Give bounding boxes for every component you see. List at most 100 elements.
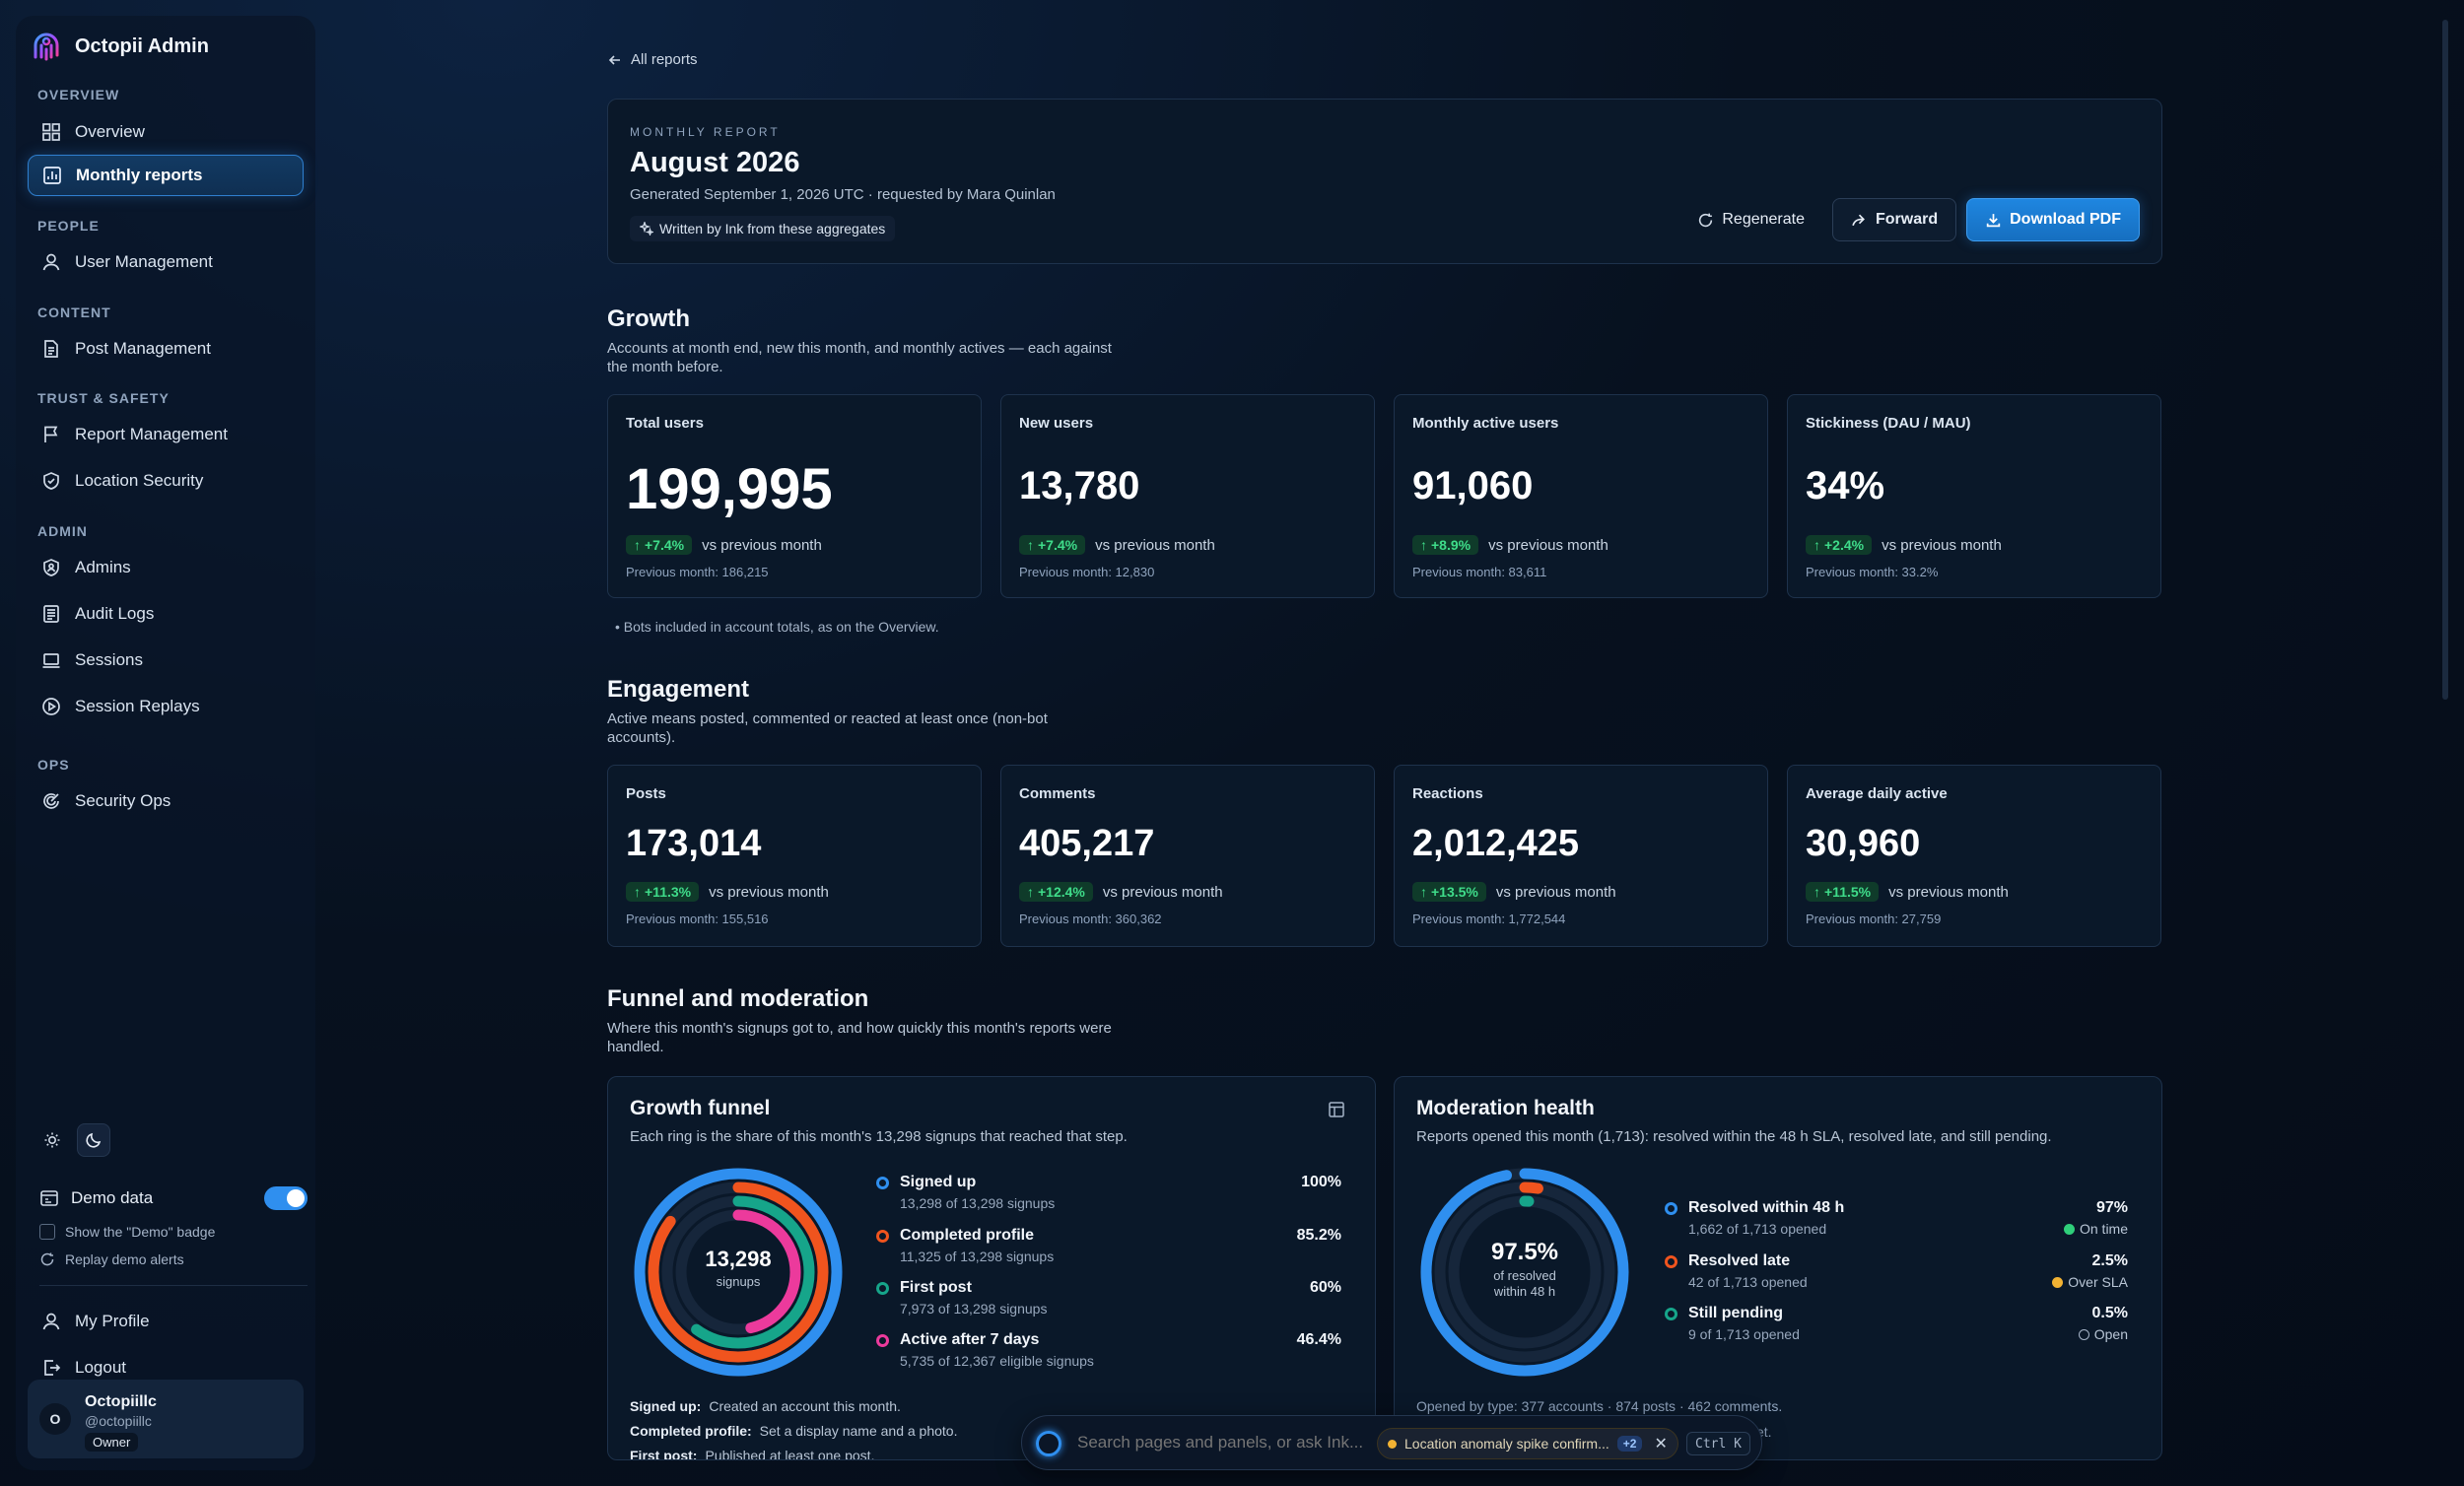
kpi-label: Reactions (1412, 785, 1483, 802)
legend-sub: 1,662 of 1,713 opened (1688, 1221, 1827, 1237)
sidebar-item-overview[interactable]: Overview (28, 111, 304, 153)
kpi-card-posts: Posts 173,014 ↑ +11.3% vs previous month … (607, 765, 982, 947)
radar-icon (43, 793, 59, 809)
replay-demo-alerts-option[interactable]: Replay demo alerts (39, 1251, 184, 1267)
delta-comparison: vs previous month (1495, 883, 1616, 901)
funnel-ring-0 (634, 1168, 843, 1377)
shield-icon (43, 472, 59, 490)
kpi-delta-row: ↑ +2.4% vs previous month (1806, 535, 2002, 555)
moderation-row-resolved-late: Resolved late 42 of 1,713 opened 2.5% Ov… (1665, 1252, 2128, 1296)
sidebar-item-session-replays[interactable]: Session Replays (28, 686, 304, 727)
delta-badge: ↑ +13.5% (1412, 882, 1486, 902)
report-eyebrow: MONTHLY REPORT (630, 125, 781, 139)
legend-name: Still pending (1688, 1305, 1783, 1321)
user-name: Octopiillc (85, 1393, 157, 1410)
download-pdf-button[interactable]: Download PDF (1966, 198, 2140, 241)
arrow-up-icon: ↑ (1027, 884, 1034, 900)
legend-dot (1665, 1308, 1677, 1320)
status-label: Open (2093, 1326, 2128, 1342)
sidebar-item-label: Security Ops (75, 791, 171, 810)
sidebar-item-my-profile[interactable]: My Profile (28, 1301, 304, 1342)
moon-icon (86, 1132, 102, 1148)
kpi-label: Posts (626, 785, 666, 802)
kpi-card-monthly-active-users: Monthly active users 91,060 ↑ +8.9% vs pr… (1394, 394, 1768, 598)
kpi-value: 91,060 (1412, 464, 1534, 507)
sidebar-item-security-ops[interactable]: Security Ops (28, 780, 304, 822)
sidebar-item-logout[interactable]: Logout (28, 1347, 304, 1388)
kpi-previous: Previous month: 360,362 (1019, 912, 1162, 926)
replay-demo-alerts-label: Replay demo alerts (65, 1251, 184, 1267)
sidebar-item-sessions[interactable]: Sessions (28, 640, 304, 681)
demo-data-icon (40, 1190, 58, 1206)
delta-value: +12.4% (1038, 884, 1085, 900)
section-label-admin: ADMIN (37, 523, 88, 539)
delta-comparison: vs previous month (709, 883, 829, 901)
avatar: O (39, 1403, 71, 1435)
legend-sub: 42 of 1,713 opened (1688, 1274, 1808, 1290)
legend-pct: 60% (1309, 1279, 1341, 1296)
sidebar-item-post-management[interactable]: Post Management (28, 328, 304, 370)
delta-value: +2.4% (1824, 537, 1865, 553)
sidebar-item-report-management[interactable]: Report Management (28, 414, 304, 455)
kpi-previous: Previous month: 155,516 (626, 912, 769, 926)
close-icon[interactable]: ✕ (1654, 1436, 1668, 1452)
demo-data-toggle[interactable] (264, 1186, 308, 1210)
kpi-card-total-users: Total users 199,995 ↑ +7.4% vs previous m… (607, 394, 982, 598)
table-view-icon[interactable] (1328, 1101, 1345, 1118)
moderation-ring-chart (1420, 1168, 1629, 1377)
sidebar-item-monthly-reports[interactable]: Monthly reports (28, 155, 304, 196)
ink-orb-icon[interactable] (1036, 1431, 1061, 1456)
kpi-delta-row: ↑ +13.5% vs previous month (1412, 882, 1616, 902)
demo-badge-option[interactable]: Show the "Demo" badge (39, 1224, 215, 1240)
sidebar-item-label: My Profile (75, 1312, 150, 1330)
kpi-label: Stickiness (DAU / MAU) (1806, 415, 1971, 432)
refresh-icon (1699, 213, 1713, 227)
regenerate-button[interactable]: Regenerate (1679, 198, 1822, 241)
kpi-card-average-daily-active: Average daily active 30,960 ↑ +11.5% vs p… (1787, 765, 2161, 947)
kpi-label: Average daily active (1806, 785, 1948, 802)
funnel-section-subtitle: Where this month's signups got to, and h… (607, 1020, 1112, 1055)
engagement-section-title: Engagement (607, 676, 750, 703)
arrow-up-icon: ↑ (1814, 537, 1820, 553)
forward-label: Forward (1875, 211, 1939, 228)
sidebar-item-label: Post Management (75, 339, 211, 358)
user-card[interactable]: O Octopiillc @octopiillc Owner (28, 1380, 304, 1458)
dark-theme-button[interactable] (77, 1123, 110, 1157)
moderation-subtitle: Reports opened this month (1,713): resol… (1416, 1128, 2052, 1145)
download-pdf-label: Download PDF (2010, 211, 2121, 228)
sidebar-item-label: User Management (75, 252, 213, 271)
theme-switcher (35, 1123, 110, 1157)
delta-value: +7.4% (645, 537, 685, 553)
forward-button[interactable]: Forward (1831, 198, 1957, 241)
definition-text: Published at least one post. (705, 1448, 875, 1460)
legend-name: Resolved late (1688, 1252, 1791, 1269)
funnel-ring-2 (661, 1195, 815, 1349)
sidebar-item-audit-logs[interactable]: Audit Logs (28, 593, 304, 635)
sidebar-item-location-security[interactable]: Location Security (28, 460, 304, 502)
section-label-overview: OVERVIEW (37, 87, 120, 102)
demo-badge-checkbox[interactable] (39, 1224, 55, 1240)
delta-badge: ↑ +7.4% (626, 535, 693, 555)
brand[interactable]: Octopii Admin (28, 28, 209, 65)
scrollbar[interactable] (2442, 20, 2448, 700)
moderation-center-label: of resolved within 48 h (1493, 1268, 1556, 1299)
delta-comparison: vs previous month (702, 536, 822, 554)
all-reports-link[interactable]: All reports (607, 51, 698, 68)
light-theme-button[interactable] (35, 1123, 69, 1157)
delta-badge: ↑ +8.9% (1412, 535, 1479, 555)
alert-chip[interactable]: Location anomaly spike confirm... +2 ✕ (1377, 1428, 1678, 1459)
definition-term: Signed up: (630, 1398, 702, 1414)
legend-dot (876, 1177, 889, 1189)
sidebar-item-admins[interactable]: Admins (28, 547, 304, 588)
search-input[interactable] (1077, 1433, 1373, 1452)
legend-pct: 0.5% (2091, 1305, 2128, 1321)
sidebar-item-label: Sessions (75, 650, 143, 669)
arrow-up-icon: ↑ (634, 537, 641, 553)
kpi-value: 173,014 (626, 823, 762, 864)
sidebar-item-user-management[interactable]: User Management (28, 241, 304, 283)
growth-funnel-subtitle: Each ring is the share of this month's 1… (630, 1128, 1128, 1145)
status-label: Over SLA (2068, 1274, 2128, 1290)
funnel-definition: Signed up: Created an account this month. (630, 1398, 901, 1414)
alert-text: Location anomaly spike confirm... (1404, 1436, 1609, 1452)
brand-title: Octopii Admin (75, 34, 209, 57)
